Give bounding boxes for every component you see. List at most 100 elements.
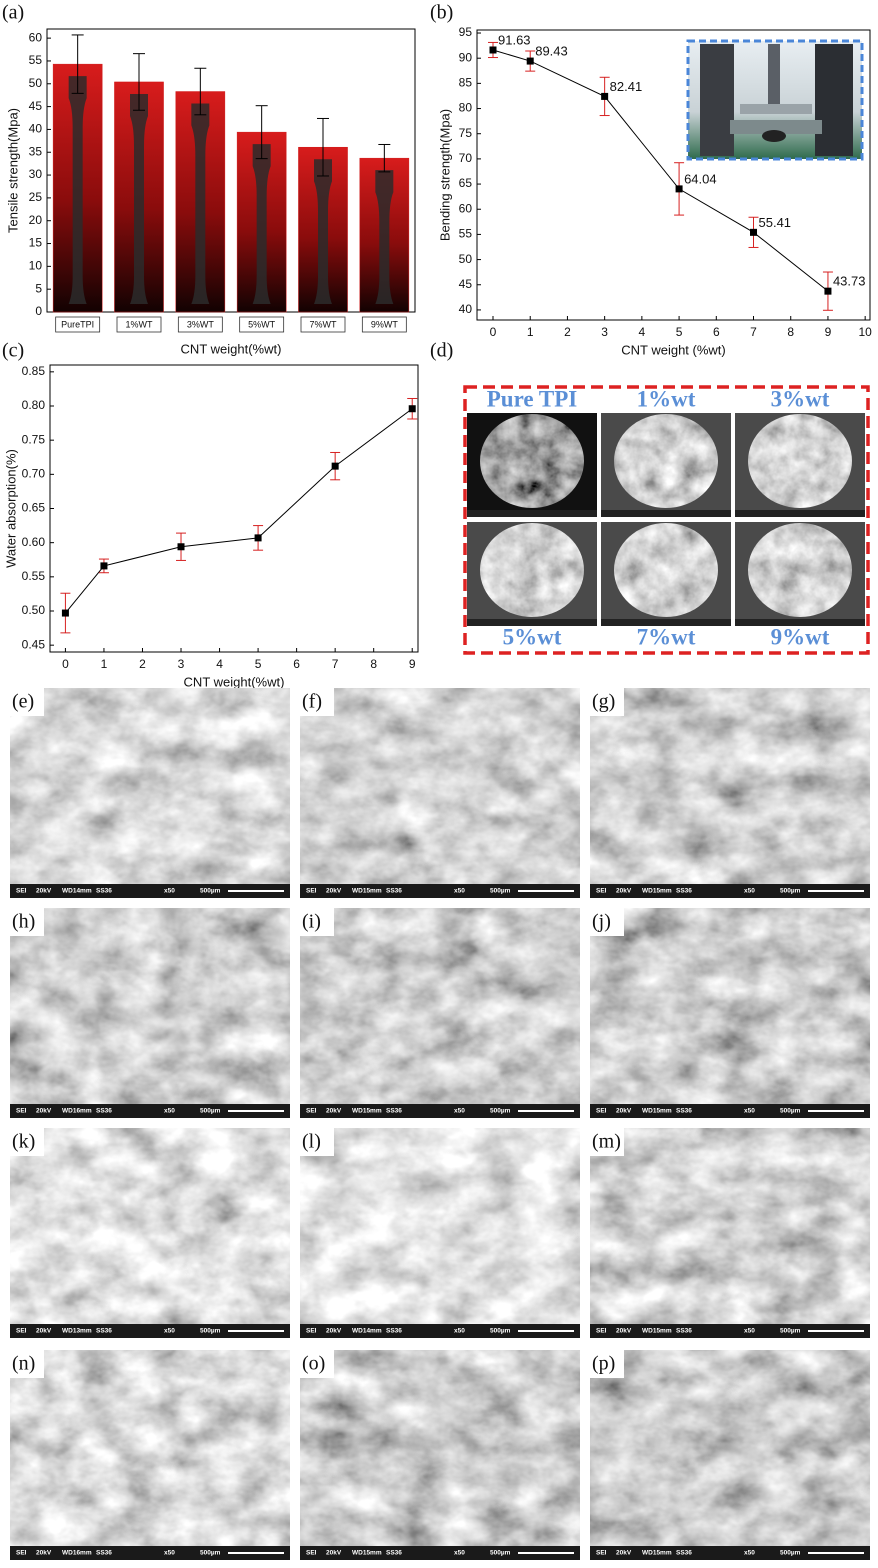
sem-info: 20kV	[326, 1108, 342, 1115]
sem-image	[590, 1128, 870, 1338]
label-box	[10, 1350, 44, 1378]
sem-info: SS36	[96, 1328, 112, 1335]
label-box	[10, 688, 44, 716]
sem-info: WD16mm	[62, 1108, 92, 1115]
sem-info: x50	[164, 888, 175, 895]
panel-label: (g)	[592, 691, 615, 713]
sem-info: 20kV	[326, 1550, 342, 1557]
sample-label: 9%wt	[771, 624, 830, 649]
sem-info: WD14mm	[62, 888, 92, 895]
sem-info: 500µm	[490, 1328, 511, 1335]
inset-photo	[686, 39, 864, 161]
marker	[526, 57, 534, 65]
sem-info: x50	[744, 1550, 755, 1557]
sem-info: SS36	[676, 888, 692, 895]
sem-image	[300, 1350, 580, 1560]
sem-info: SS36	[676, 1550, 692, 1557]
marker	[100, 562, 108, 570]
sem-info: x50	[744, 1108, 755, 1115]
sem-info: 20kV	[616, 888, 632, 895]
sem-info: 500µm	[780, 1328, 801, 1335]
sem-info: x50	[454, 1328, 465, 1335]
y-tick-label: 45	[29, 99, 43, 113]
sem-texture	[748, 523, 852, 617]
sem-info: 500µm	[780, 1550, 801, 1557]
sem-info: 500µm	[200, 1550, 221, 1557]
x-tick-label: 4	[639, 325, 646, 339]
label-box	[590, 1128, 624, 1156]
x-tick-label: 8	[787, 325, 794, 339]
panel-label: (l)	[302, 1131, 321, 1153]
marker	[489, 46, 497, 54]
sem-info: 500µm	[490, 1550, 511, 1557]
sem-info: x50	[744, 888, 755, 895]
y-tick-label: 85	[459, 76, 473, 90]
sample-label: 5%wt	[503, 624, 562, 649]
sem-info: 20kV	[616, 1550, 632, 1557]
sem-info: 500µm	[200, 1328, 221, 1335]
x-tick-label: 8	[370, 657, 377, 671]
marker	[331, 462, 339, 470]
sem-image	[10, 688, 290, 898]
y-tick-label: 75	[459, 126, 473, 140]
data-label: 55.41	[759, 215, 792, 230]
x-tick-label: 4	[216, 657, 223, 671]
sem-info: WD15mm	[642, 1550, 672, 1557]
sem-info: SS36	[386, 888, 402, 895]
y-tick-label: 15	[29, 236, 43, 250]
sem-cross-section	[748, 414, 852, 508]
sem-info-bar	[467, 510, 597, 517]
y-tick-label: 20	[29, 213, 43, 227]
error-bar	[255, 105, 268, 160]
sem-info: WD16mm	[62, 1550, 92, 1557]
error-bar	[194, 67, 207, 116]
label-box	[10, 1128, 44, 1156]
marker	[61, 609, 69, 617]
sem-info: x50	[454, 1108, 465, 1115]
sem-info-bar	[735, 510, 865, 517]
x-tick-label: 7	[750, 325, 757, 339]
y-tick-label: 95	[459, 25, 473, 39]
y-tick-label: 40	[29, 122, 43, 136]
label-box	[300, 1350, 334, 1378]
sem-info-bar	[300, 1546, 580, 1560]
sem-info: x50	[164, 1328, 175, 1335]
sem-info-bar	[601, 619, 731, 626]
x-tick-label: 1%WT	[126, 319, 154, 329]
sem-info-bar	[590, 1104, 870, 1118]
sem-info: 500µm	[200, 1108, 221, 1115]
category-box	[177, 316, 223, 333]
y-tick-label: 0.45	[22, 637, 46, 651]
y-tick-label: 40	[459, 302, 473, 316]
sem-image	[300, 688, 580, 898]
panel-label: (j)	[592, 911, 611, 933]
sem-info: SEI	[306, 1550, 317, 1557]
sem-info: WD15mm	[642, 1108, 672, 1115]
y-tick-label: 60	[459, 201, 473, 215]
panel-label: (p)	[592, 1353, 615, 1375]
plot-frame	[46, 28, 416, 313]
y-tick-label: 0.65	[22, 501, 46, 515]
sem-cross-section	[614, 414, 718, 508]
marker	[601, 92, 609, 100]
x-tick-label: 6	[293, 657, 300, 671]
marker	[408, 405, 416, 413]
sem-info: SEI	[596, 888, 607, 895]
line	[492, 49, 829, 292]
y-tick-label: 80	[459, 101, 473, 115]
sem-texture	[748, 414, 852, 508]
x-tick-label: 7	[332, 657, 339, 671]
sem-info: WD15mm	[352, 1108, 382, 1115]
x-tick-label: 9	[825, 325, 832, 339]
sem-image	[590, 908, 870, 1118]
category-box	[116, 316, 162, 333]
x-tick-label: 2	[564, 325, 571, 339]
sem-info: WD15mm	[642, 1328, 672, 1335]
sample-label: 7%wt	[637, 624, 696, 649]
panel-label: (k)	[12, 1131, 35, 1153]
sem-info: x50	[454, 888, 465, 895]
label-box	[10, 908, 44, 936]
x-tick-label: 3%WT	[187, 319, 215, 329]
sem-cross-section	[480, 414, 584, 508]
y-tick-label: 0.55	[22, 569, 46, 583]
